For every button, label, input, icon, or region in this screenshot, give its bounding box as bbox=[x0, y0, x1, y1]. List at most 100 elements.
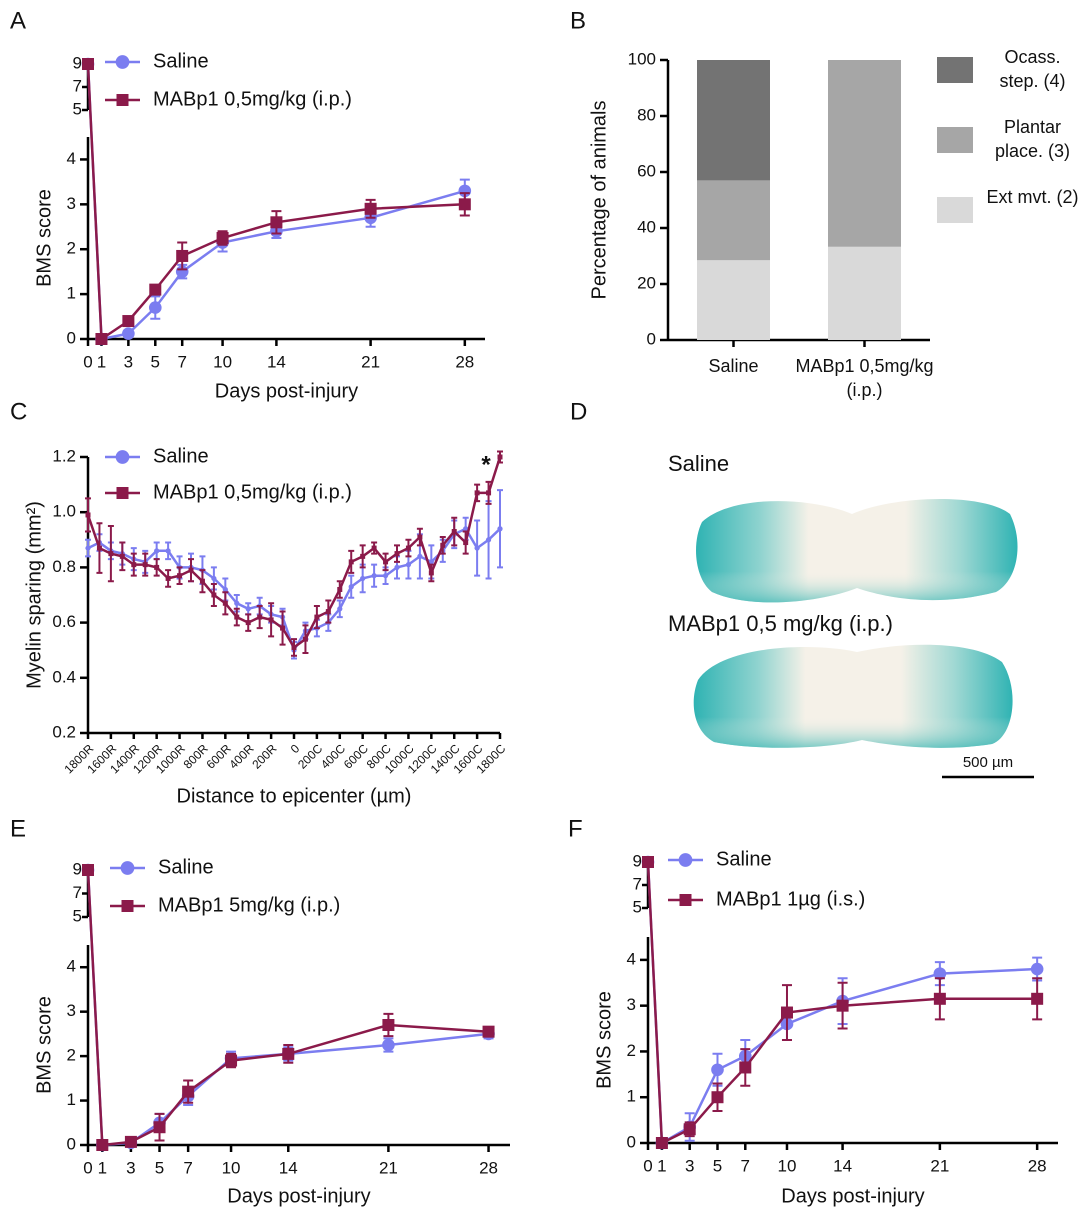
legend-marker bbox=[679, 894, 692, 906]
y-axis-label: BMS score bbox=[593, 991, 615, 1089]
bar-segment bbox=[697, 60, 770, 181]
marker bbox=[440, 542, 446, 548]
marker bbox=[711, 1091, 724, 1104]
marker bbox=[165, 548, 171, 554]
marker bbox=[82, 864, 94, 876]
legend-swatch bbox=[937, 57, 973, 83]
marker bbox=[291, 644, 297, 650]
y-tick-label: 2 bbox=[67, 239, 76, 258]
legend-label: MABp1 0,5mg/kg (i.p.) bbox=[153, 481, 352, 503]
bar-segment bbox=[697, 180, 770, 261]
marker bbox=[683, 1123, 696, 1136]
y-tick-label: 40 bbox=[637, 217, 656, 236]
y-axis-label: Percentage of animals bbox=[588, 100, 610, 299]
marker bbox=[234, 600, 240, 606]
marker bbox=[417, 553, 423, 559]
marker bbox=[485, 537, 492, 543]
y-tick-label: 0 bbox=[647, 329, 656, 348]
x-tick-label: 28 bbox=[479, 1158, 498, 1177]
marker bbox=[1030, 962, 1044, 976]
x-tick-label: 1 bbox=[97, 352, 106, 371]
legend-marker bbox=[678, 853, 693, 867]
marker bbox=[211, 592, 217, 598]
marker bbox=[1031, 992, 1044, 1005]
panel-label: E bbox=[10, 815, 26, 842]
marker bbox=[165, 575, 171, 581]
marker bbox=[149, 283, 162, 296]
x-tick-label: 400C bbox=[318, 741, 348, 771]
y-tick-label: 0.8 bbox=[52, 557, 76, 576]
marker bbox=[245, 606, 251, 612]
tissue-image bbox=[696, 498, 1018, 603]
y-tick-label: 2 bbox=[627, 1041, 636, 1060]
marker bbox=[463, 540, 469, 546]
image-label: MABp1 0,5 mg/kg (i.p.) bbox=[668, 611, 893, 636]
y-tick-label: 7 bbox=[73, 883, 82, 902]
tissue-image bbox=[693, 644, 1013, 748]
x-tick-label: 14 bbox=[279, 1158, 298, 1177]
marker bbox=[394, 551, 400, 557]
x-tick-label: 14 bbox=[833, 1156, 852, 1175]
legend-label-box: Ocass. step. (4) bbox=[999, 47, 1065, 91]
legend-label-box: Plantar place. (3) bbox=[995, 117, 1070, 161]
x-tick-label: 5 bbox=[713, 1156, 722, 1175]
y-tick-label: 0.2 bbox=[52, 722, 76, 741]
marker bbox=[428, 559, 434, 565]
marker bbox=[176, 249, 189, 262]
marker bbox=[222, 600, 228, 606]
series-line bbox=[87, 527, 501, 654]
y-tick-label: 1.2 bbox=[52, 446, 76, 465]
x-tick-label: 5 bbox=[155, 1158, 164, 1177]
annotation: * bbox=[481, 451, 491, 478]
marker bbox=[711, 1063, 724, 1077]
marker bbox=[282, 1047, 295, 1060]
marker bbox=[360, 553, 366, 559]
marker bbox=[836, 999, 849, 1012]
legend-label: MABp1 1µg (i.s.) bbox=[716, 888, 865, 910]
marker bbox=[371, 545, 377, 551]
y-tick-label: 2 bbox=[67, 1046, 76, 1065]
x-tick-label: 3 bbox=[685, 1156, 694, 1175]
marker bbox=[383, 559, 389, 565]
marker bbox=[382, 1038, 395, 1052]
marker bbox=[463, 526, 469, 532]
panel-d: D Saline MABp1 0,5 mg/kg (i.p.) 500 µm bbox=[570, 398, 1034, 779]
y-tick-label: 3 bbox=[67, 1001, 76, 1020]
x-tick-label: MABp1 0,5mg/kg (i.p.) bbox=[795, 356, 934, 400]
marker bbox=[497, 526, 503, 532]
y-tick-label: 0 bbox=[67, 328, 76, 347]
legend-label-box: Ext mvt. (2) bbox=[986, 187, 1078, 207]
marker bbox=[257, 614, 263, 620]
x-tick-label-box: MABp1 0,5mg/kg (i.p.) bbox=[795, 356, 934, 400]
legend-marker bbox=[121, 900, 134, 912]
panel-label: C bbox=[10, 398, 27, 425]
panel-label: B bbox=[570, 7, 586, 34]
marker bbox=[933, 967, 947, 980]
marker bbox=[199, 578, 205, 584]
marker bbox=[371, 573, 377, 579]
marker bbox=[96, 1139, 109, 1151]
y-tick-label: 1 bbox=[67, 1090, 76, 1109]
x-tick-label: 28 bbox=[455, 352, 474, 371]
x-axis-label: Days post-injury bbox=[781, 1185, 924, 1207]
marker bbox=[302, 636, 308, 642]
bar-segment bbox=[828, 60, 901, 247]
x-tick-label: 5 bbox=[151, 352, 160, 371]
legend-marker bbox=[120, 861, 135, 875]
y-tick-label: 9 bbox=[633, 851, 642, 870]
x-tick-label: 0 bbox=[83, 352, 92, 371]
y-tick-label: 1 bbox=[67, 284, 76, 303]
bar-segment bbox=[828, 246, 901, 340]
marker bbox=[382, 573, 389, 579]
marker bbox=[405, 562, 412, 568]
y-tick-label: 9 bbox=[73, 859, 82, 878]
panel-label: F bbox=[568, 815, 583, 842]
x-axis-label: Distance to epicenter (µm) bbox=[177, 785, 412, 807]
x-tick-label: 1 bbox=[98, 1158, 107, 1177]
x-tick-label: 3 bbox=[126, 1158, 135, 1177]
marker bbox=[325, 609, 331, 615]
marker bbox=[428, 570, 434, 576]
legend-label: MABp1 0,5mg/kg (i.p.) bbox=[153, 88, 352, 110]
marker bbox=[348, 559, 354, 565]
marker bbox=[122, 315, 135, 328]
